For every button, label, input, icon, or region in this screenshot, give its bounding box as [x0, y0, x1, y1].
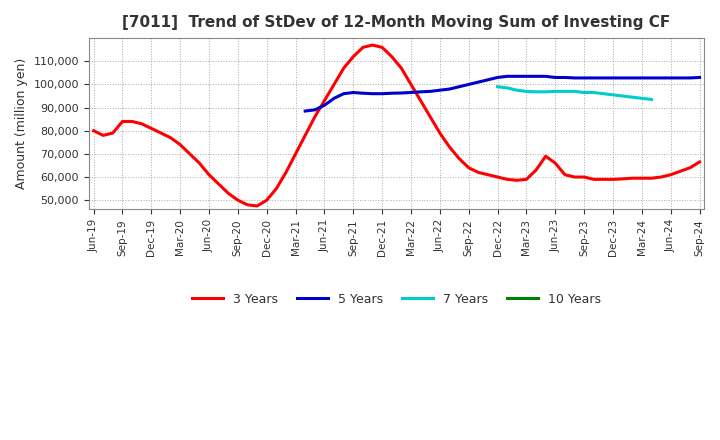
3 Years: [696, 159, 704, 165]
3 Years: [368, 42, 377, 48]
5 Years: [484, 77, 492, 82]
Line: 7 Years: 7 Years: [498, 87, 652, 99]
3 Years: [89, 128, 98, 133]
3 Years: [445, 144, 454, 150]
3 Years: [407, 82, 415, 87]
5 Years: [339, 91, 348, 96]
Title: [7011]  Trend of StDev of 12-Month Moving Sum of Investing CF: [7011] Trend of StDev of 12-Month Moving…: [122, 15, 671, 30]
5 Years: [696, 75, 704, 80]
3 Years: [253, 203, 261, 209]
Line: 3 Years: 3 Years: [94, 45, 700, 206]
3 Years: [349, 54, 358, 59]
3 Years: [166, 135, 175, 140]
Line: 5 Years: 5 Years: [305, 76, 700, 111]
5 Years: [426, 89, 435, 94]
Legend: 3 Years, 5 Years, 7 Years, 10 Years: 3 Years, 5 Years, 7 Years, 10 Years: [186, 288, 606, 311]
Y-axis label: Amount (million yen): Amount (million yen): [15, 58, 28, 189]
5 Years: [387, 91, 396, 96]
5 Years: [474, 80, 482, 85]
3 Years: [503, 177, 511, 182]
3 Years: [493, 174, 502, 180]
